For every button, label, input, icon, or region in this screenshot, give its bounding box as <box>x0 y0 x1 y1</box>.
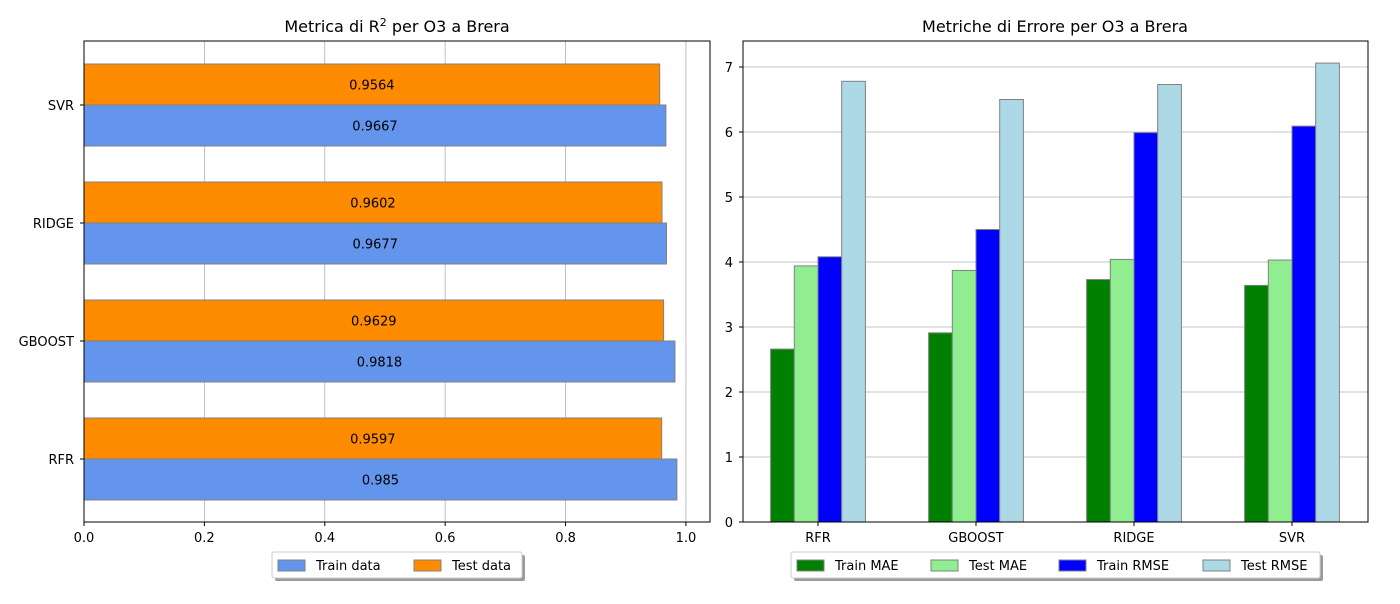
r2-ytick-label: SVR <box>48 99 74 114</box>
r2-label-test: 0.9602 <box>350 197 396 212</box>
error-ytick-label: 4 <box>725 256 733 271</box>
error-bar <box>770 348 795 523</box>
error-bar <box>975 229 1001 523</box>
r2-legend-swatch <box>277 559 306 572</box>
r2-bars <box>83 63 678 501</box>
r2-ytick-label: GBOOST <box>19 335 74 350</box>
r2-xtick-label: 0.0 <box>74 531 95 546</box>
error-chart-title: Metriche di Errore per O3 a Brera <box>922 17 1188 36</box>
error-ytick-label: 7 <box>725 61 733 76</box>
r2-label-test: 0.9564 <box>349 79 395 94</box>
error-bar <box>1267 259 1293 523</box>
error-xtick-label: RIDGE <box>1113 531 1154 546</box>
error-legend-swatch <box>796 559 825 572</box>
error-legend-label: Test RMSE <box>1240 559 1307 574</box>
error-legend-label: Train MAE <box>834 559 899 574</box>
error-bar <box>793 265 819 523</box>
r2-bar-train <box>83 104 667 147</box>
error-bar <box>1133 132 1159 523</box>
r2-label-test: 0.9597 <box>350 433 396 448</box>
error-bar <box>817 256 843 523</box>
error-bar <box>1157 84 1182 523</box>
error-bar <box>999 99 1024 523</box>
r2-bar-test <box>83 299 665 342</box>
r2-xtick-label: 0.2 <box>194 531 215 546</box>
r2-plot-frame <box>83 40 711 523</box>
r2-legend-swatch <box>413 559 442 572</box>
error-plot-frame <box>742 40 1369 523</box>
error-bar <box>1291 125 1317 523</box>
error-xtick-label: RFR <box>805 531 831 546</box>
r2-bar-train <box>83 458 678 501</box>
error-chart: Metriche di Errore per O3 a Brera RFR GBO… <box>725 17 1369 581</box>
r2-label-train: 0.9677 <box>352 238 398 253</box>
r2-label-train: 0.9818 <box>357 356 403 371</box>
error-y-axis: 0 1 2 3 4 5 6 7 <box>725 61 743 531</box>
r2-legend: Train data Test data <box>271 551 525 581</box>
r2-chart-title: Metrica di R2 per O3 a Brera <box>284 16 509 36</box>
error-x-axis: RFR GBOOST RIDGE SVR <box>805 522 1305 546</box>
error-bar <box>1315 62 1340 523</box>
r2-bar-train <box>83 222 667 265</box>
error-bar <box>1086 279 1111 523</box>
r2-xtick-label: 0.6 <box>435 531 456 546</box>
error-ytick-label: 1 <box>725 451 733 466</box>
error-xtick-label: GBOOST <box>948 531 1003 546</box>
r2-bar-test <box>83 181 663 224</box>
r2-x-axis: 0.0 0.2 0.4 0.6 0.8 1.0 <box>74 522 697 546</box>
error-legend-swatch <box>1058 559 1087 572</box>
r2-ytick-label: RFR <box>48 453 74 468</box>
r2-legend-label: Test data <box>451 559 511 574</box>
r2-label-train: 0.9667 <box>352 120 398 135</box>
error-xtick-label: SVR <box>1279 531 1305 546</box>
error-legend-label: Train RMSE <box>1096 559 1169 574</box>
error-legend-swatch <box>930 559 959 572</box>
error-legend: Train MAE Test MAE Train RMSE Test RMSE <box>790 551 1323 581</box>
error-bar <box>841 80 866 523</box>
error-ytick-label: 2 <box>725 386 733 401</box>
error-ytick-label: 5 <box>725 191 733 206</box>
r2-ytick-label: RIDGE <box>33 217 74 232</box>
error-bar <box>1244 284 1269 523</box>
r2-xtick-label: 1.0 <box>676 531 697 546</box>
r2-legend-label: Train data <box>315 559 381 574</box>
error-ytick-label: 6 <box>725 126 733 141</box>
r2-y-axis: RFR GBOOST RIDGE SVR <box>19 99 84 468</box>
r2-bar-train <box>83 340 676 383</box>
r2-legend-box <box>271 551 523 579</box>
error-legend-swatch <box>1202 559 1231 572</box>
r2-label-test: 0.9629 <box>351 315 397 330</box>
error-bars <box>770 62 1340 523</box>
r2-chart: Metrica di R2 per O3 a Brera 0.985 0.9597… <box>19 16 711 581</box>
r2-xtick-label: 0.8 <box>555 531 576 546</box>
error-bar <box>928 332 953 523</box>
error-ytick-label: 0 <box>725 516 733 531</box>
error-bar <box>951 269 977 523</box>
r2-bar-test <box>83 63 661 106</box>
error-ytick-label: 3 <box>725 321 733 336</box>
error-bar <box>1109 258 1135 523</box>
r2-xtick-label: 0.4 <box>314 531 335 546</box>
error-legend-label: Test MAE <box>968 559 1027 574</box>
r2-label-train: 0.985 <box>362 474 399 489</box>
error-legend-box <box>790 551 1321 579</box>
r2-data-labels: 0.985 0.9597 0.9818 0.9629 0.9677 0.9602 0.966… <box>349 79 402 489</box>
